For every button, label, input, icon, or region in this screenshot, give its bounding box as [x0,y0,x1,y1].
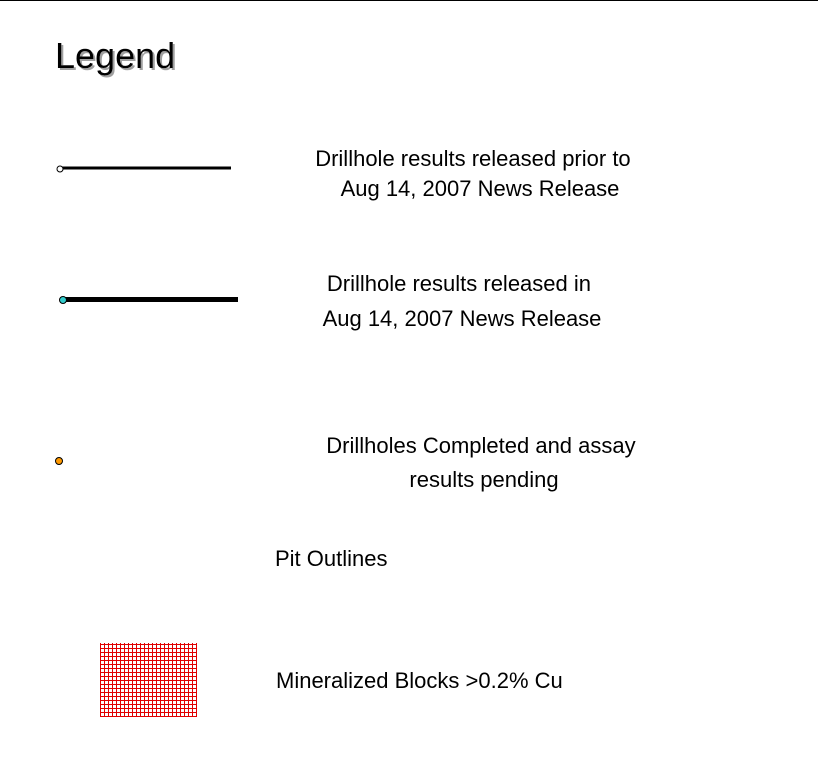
item-label: Drillhole results released prior to Aug … [315,146,637,201]
circle-symbol [56,165,64,173]
item-label: Drillholes Completed and assay results p… [326,433,642,492]
dot-symbol [55,457,63,465]
item-label: Pit Outlines [275,546,388,571]
label-line: Mineralized Blocks >0.2% Cu [276,668,563,693]
label-line: Drillholes Completed and assay [326,433,635,458]
label-line: Drillhole results released prior to [315,146,630,171]
label-line: Drillhole results released in [327,271,591,296]
label-line: results pending [409,467,558,492]
label-line: Aug 14, 2007 News Release [323,306,602,331]
item-label: Mineralized Blocks >0.2% Cu [276,668,563,693]
title: Legend [55,35,175,76]
circle-symbol [59,296,67,304]
label-line: Aug 14, 2007 News Release [341,176,620,201]
grid-symbol [100,643,197,717]
item-label: Drillhole results released in Aug 14, 20… [323,271,602,331]
label-line: Pit Outlines [275,546,388,571]
